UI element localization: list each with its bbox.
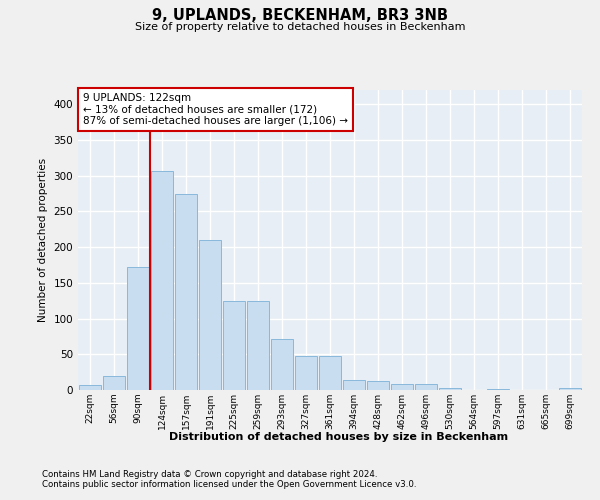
Bar xyxy=(175,194,197,390)
Bar xyxy=(271,338,293,390)
Bar xyxy=(439,388,461,390)
Bar xyxy=(127,267,149,390)
Bar xyxy=(199,240,221,390)
Text: 9, UPLANDS, BECKENHAM, BR3 3NB: 9, UPLANDS, BECKENHAM, BR3 3NB xyxy=(152,8,448,22)
Bar xyxy=(367,380,389,390)
Text: Contains public sector information licensed under the Open Government Licence v3: Contains public sector information licen… xyxy=(42,480,416,489)
Bar xyxy=(319,356,341,390)
Bar xyxy=(79,385,101,390)
Text: 9 UPLANDS: 122sqm
← 13% of detached houses are smaller (172)
87% of semi-detache: 9 UPLANDS: 122sqm ← 13% of detached hous… xyxy=(83,93,348,126)
Text: Contains HM Land Registry data © Crown copyright and database right 2024.: Contains HM Land Registry data © Crown c… xyxy=(42,470,377,479)
Bar xyxy=(343,380,365,390)
Bar xyxy=(487,388,509,390)
Bar xyxy=(247,300,269,390)
Bar xyxy=(295,356,317,390)
Text: Distribution of detached houses by size in Beckenham: Distribution of detached houses by size … xyxy=(169,432,509,442)
Bar xyxy=(415,384,437,390)
Bar xyxy=(103,376,125,390)
Text: Size of property relative to detached houses in Beckenham: Size of property relative to detached ho… xyxy=(135,22,465,32)
Y-axis label: Number of detached properties: Number of detached properties xyxy=(38,158,48,322)
Bar xyxy=(391,384,413,390)
Bar xyxy=(559,388,581,390)
Bar xyxy=(223,300,245,390)
Bar xyxy=(151,170,173,390)
